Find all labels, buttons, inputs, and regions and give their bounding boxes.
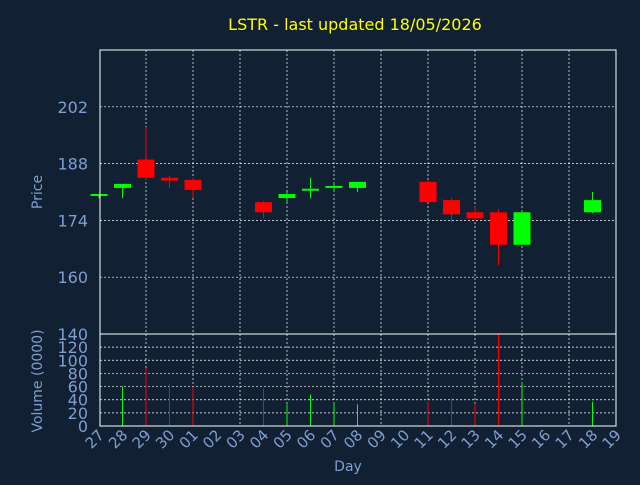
candle-body bbox=[584, 200, 601, 213]
volume-tick-label: 120 bbox=[57, 338, 88, 357]
price-y-axis: 160 174 188 202 bbox=[57, 98, 88, 287]
candle-body bbox=[302, 188, 319, 191]
candle-body bbox=[184, 179, 202, 190]
price-tick-label: 174 bbox=[57, 211, 88, 230]
price-axis-label: Price bbox=[30, 175, 46, 209]
volume-tick-label: 0 bbox=[78, 417, 88, 436]
day-x-axis: 2728293001020304050607080910111213141516… bbox=[82, 426, 625, 452]
price-tick-label: 160 bbox=[57, 268, 88, 287]
candlesticks bbox=[90, 127, 601, 266]
x-axis-label: Day bbox=[334, 459, 362, 475]
volume-bars bbox=[122, 334, 593, 426]
candle-body bbox=[90, 194, 108, 197]
candle-body bbox=[513, 212, 531, 245]
volume-tick-label: 100 bbox=[57, 351, 88, 370]
volume-tick-label: 40 bbox=[68, 391, 88, 410]
candle-body bbox=[278, 194, 296, 199]
volume-tick-label: 80 bbox=[68, 364, 88, 383]
candle-body bbox=[114, 183, 131, 188]
volume-tick-label: 60 bbox=[68, 378, 88, 397]
volume-panel-frame bbox=[99, 333, 617, 427]
chart-title: LSTR - last updated 18/05/2026 bbox=[228, 15, 482, 34]
price-tick-label: 188 bbox=[57, 155, 88, 174]
candle-body bbox=[137, 159, 155, 178]
panel-frames bbox=[99, 49, 617, 427]
candle-body bbox=[466, 212, 484, 219]
volume-tick-label: 140 bbox=[57, 325, 88, 344]
volume-axis-label: Volume (0000) bbox=[30, 329, 46, 432]
candle-body bbox=[419, 181, 437, 203]
candle-body bbox=[349, 181, 366, 188]
candle-body bbox=[161, 177, 178, 181]
candle-body bbox=[255, 202, 272, 213]
price-tick-label: 202 bbox=[57, 98, 88, 117]
candle-body bbox=[490, 212, 507, 245]
candle-body bbox=[443, 200, 460, 215]
volume-tick-label: 20 bbox=[68, 404, 88, 423]
candle-body bbox=[325, 185, 343, 188]
